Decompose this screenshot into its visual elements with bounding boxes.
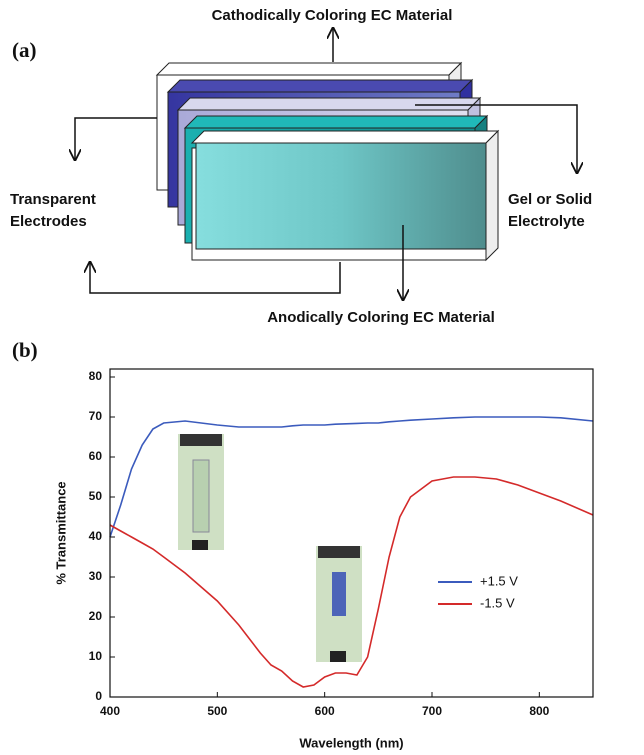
y-tick-label: 80 (89, 369, 103, 383)
legend-label: -1.5 V (480, 595, 515, 610)
diagram-label: Electrolyte (508, 213, 585, 230)
device-photo (178, 434, 362, 662)
figure: (a) Cathodically Coloring EC Material Tr… (0, 0, 644, 755)
arrow (75, 118, 157, 160)
chart: 0 10 20 30 40 50 60 70 80 400 500 600 700 800 Waveleng… (53, 369, 593, 750)
y-axis-label: % Transmittance (53, 481, 68, 584)
diagram-label: Electrodes (10, 213, 87, 230)
x-tick-label: 700 (422, 704, 442, 718)
x-tick-label: 600 (315, 704, 335, 718)
y-tick-label: 40 (89, 529, 103, 543)
panel-label: (b) (12, 338, 38, 362)
diagram-label: Cathodically Coloring EC Material (212, 7, 453, 24)
panel-label: (a) (12, 38, 37, 62)
diagram-label: Gel or Solid (508, 191, 592, 208)
x-tick-label: 500 (207, 704, 227, 718)
diagram-label: Transparent (10, 191, 96, 208)
y-tick-label: 20 (89, 609, 103, 623)
x-tick-label: 800 (529, 704, 549, 718)
y-tick-label: 10 (89, 649, 103, 663)
y-tick-label: 0 (95, 689, 102, 703)
arrow (90, 262, 340, 293)
y-tick-label: 30 (89, 569, 103, 583)
ec-device-diagram: (a) Cathodically Coloring EC Material Tr… (10, 7, 592, 326)
x-tick-label: 400 (100, 704, 120, 718)
y-tick-label: 70 (89, 409, 103, 423)
legend-label: +1.5 V (480, 573, 518, 588)
y-tick-label: 60 (89, 449, 103, 463)
x-axis-label: Wavelength (nm) (299, 735, 403, 750)
diagram-label: Anodically Coloring EC Material (267, 309, 495, 326)
y-tick-label: 50 (89, 489, 103, 503)
